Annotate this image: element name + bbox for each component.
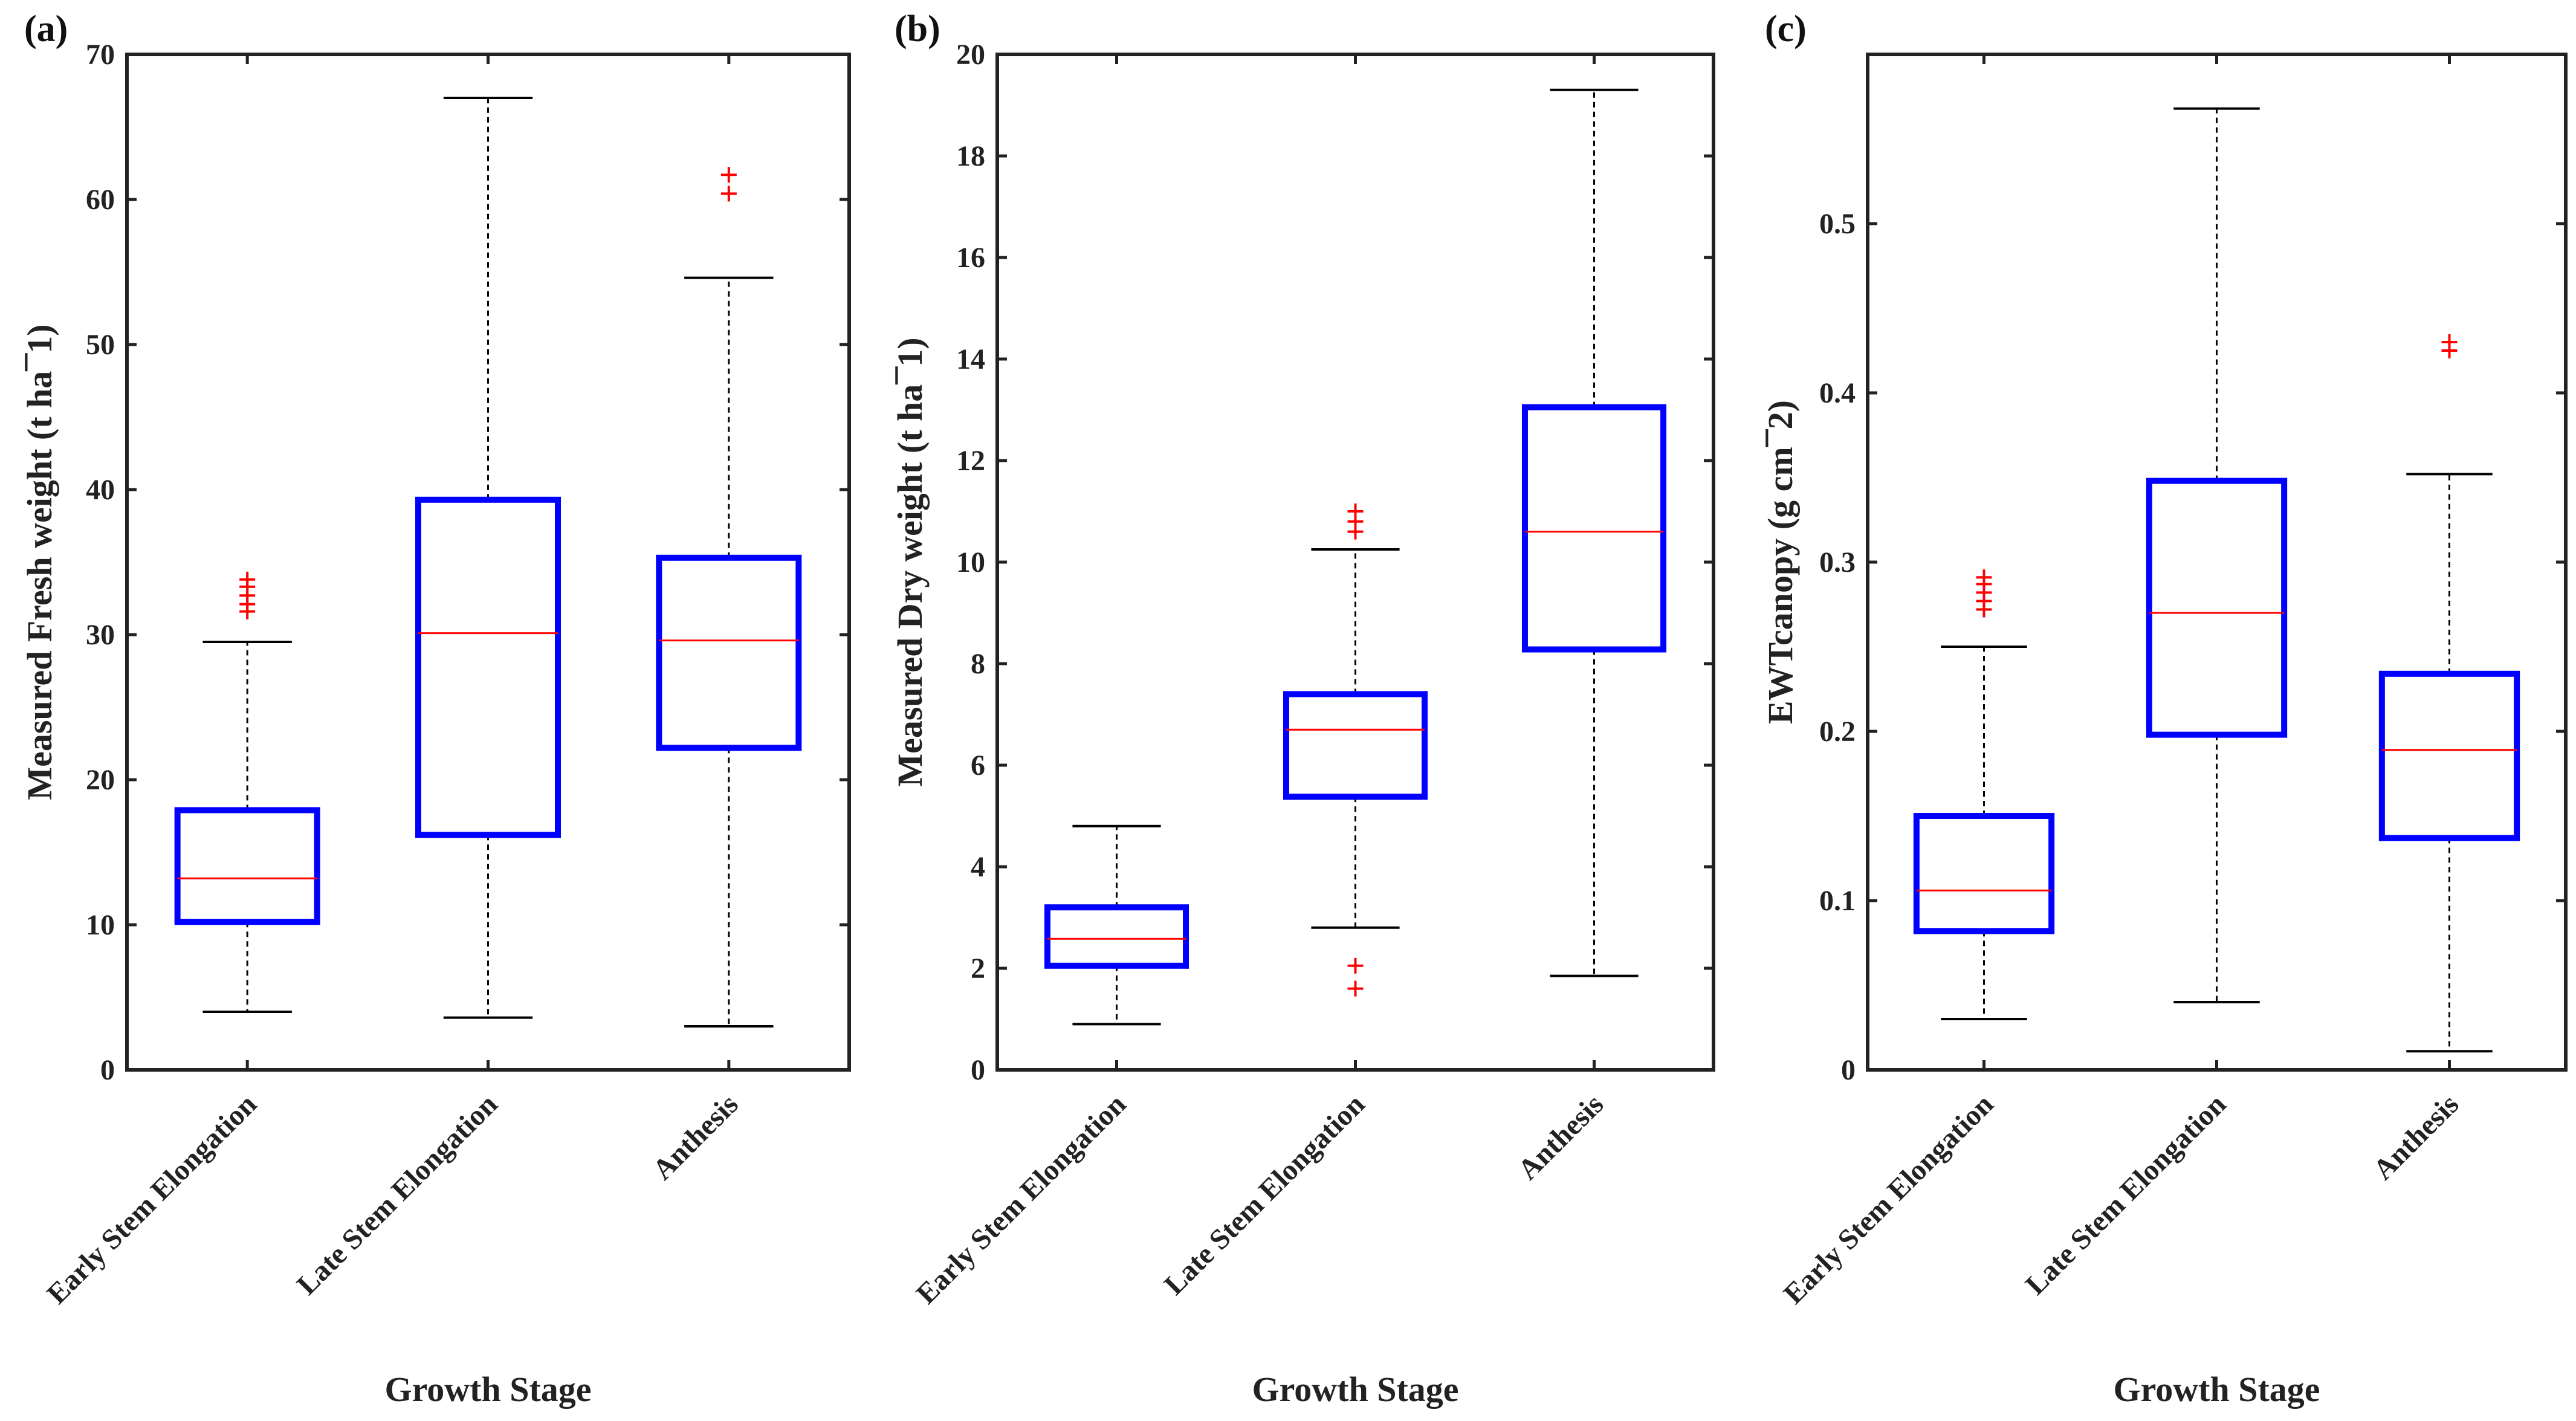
y-tick-label: 18 — [956, 140, 985, 172]
y-tick-label: 0 — [1841, 1054, 1856, 1086]
outlier-marker — [239, 571, 256, 587]
iqr-box — [1283, 691, 1428, 800]
y-tick-label: 10 — [956, 546, 985, 578]
y-tick-label: 70 — [86, 39, 115, 71]
y-tick-label: 20 — [956, 39, 985, 71]
outlier-marker — [1347, 957, 1364, 974]
x-axis-title: Growth Stage — [2113, 1370, 2320, 1409]
outlier-marker — [1347, 980, 1364, 997]
panel-c: 0 0.1 0.2 0.3 0.4 0.5 Early Stem Elongation Lat… — [1761, 8, 2568, 1409]
y-tick-label: 4 — [971, 851, 985, 883]
x-tick-label: Anthesis — [647, 1088, 745, 1186]
x-axis-title: Growth Stage — [384, 1370, 591, 1409]
x-tick-label: Early Stem Elongation — [1778, 1088, 1999, 1310]
box-group — [174, 571, 320, 1013]
iqr-box — [1521, 404, 1667, 653]
y-tick-label: 50 — [86, 329, 115, 361]
panel-label: (a) — [24, 8, 68, 50]
y-axis-title: Measured Fresh weight (t ha¯1) — [20, 324, 59, 800]
box-group — [1913, 569, 2055, 1020]
y-tick-label: 60 — [86, 184, 115, 216]
iqr-box — [2378, 670, 2520, 841]
y-tick-label: 0.1 — [1819, 885, 1856, 917]
y-tick-label: 0.3 — [1819, 546, 1856, 578]
x-tick-label: Anthesis — [1512, 1088, 1610, 1186]
y-tick-label: 0 — [100, 1054, 115, 1086]
y-axis-title: EWTcanopy (g cm¯2) — [1761, 400, 1800, 724]
box-group — [415, 97, 561, 1019]
outlier-marker — [1976, 569, 1992, 586]
y-tick-label: 20 — [86, 764, 115, 796]
box-group — [2146, 107, 2288, 1003]
x-tick-label: Early Stem Elongation — [910, 1088, 1132, 1310]
y-tick-label: 30 — [86, 619, 115, 651]
iqr-box — [415, 496, 561, 838]
iqr-box — [2146, 477, 2288, 738]
x-tick-label: Late Stem Elongation — [1158, 1088, 1371, 1301]
panel-a: 0 10 20 30 40 50 60 70 Early Stem Elongation Late… — [20, 8, 851, 1409]
iqr-box — [1913, 813, 2055, 934]
x-tick-label: Early Stem Elongation — [40, 1088, 262, 1310]
iqr-box — [174, 807, 320, 925]
box-group — [1044, 824, 1189, 1026]
y-tick-label: 10 — [86, 909, 115, 941]
box-group — [1283, 503, 1428, 997]
x-tick-label: Late Stem Elongation — [291, 1088, 503, 1301]
panel-b: 0 2 4 6 8 10 12 14 16 18 20 Early Stem Elongation La… — [890, 8, 1715, 1409]
y-tick-label: 0.4 — [1819, 377, 1856, 409]
panel-label: (c) — [1765, 8, 1807, 50]
outlier-marker — [1347, 503, 1364, 519]
outlier-marker — [2441, 334, 2458, 350]
y-tick-label: 16 — [956, 242, 985, 274]
box-group — [656, 167, 802, 1028]
panel-label: (b) — [895, 8, 940, 50]
y-axis-title: Measured Dry weight (t ha¯1) — [890, 337, 930, 786]
y-tick-label: 12 — [956, 445, 985, 477]
y-tick-label: 0.2 — [1819, 716, 1856, 748]
x-tick-label: Late Stem Elongation — [2019, 1088, 2232, 1301]
x-tick-label: Anthesis — [2367, 1088, 2465, 1186]
iqr-box — [656, 554, 802, 751]
y-tick-label: 40 — [86, 474, 115, 506]
y-tick-label: 2 — [971, 953, 985, 985]
y-tick-label: 8 — [971, 648, 985, 680]
box-group — [1521, 88, 1667, 977]
y-tick-label: 14 — [956, 343, 985, 375]
outlier-marker — [720, 186, 737, 202]
iqr-box — [1044, 904, 1189, 969]
x-axis-title: Growth Stage — [1252, 1370, 1458, 1409]
outlier-marker — [720, 167, 737, 183]
y-tick-label: 0.5 — [1819, 208, 1856, 240]
y-tick-label: 0 — [971, 1054, 985, 1086]
box-group — [2378, 334, 2520, 1053]
y-tick-label: 6 — [971, 749, 985, 782]
